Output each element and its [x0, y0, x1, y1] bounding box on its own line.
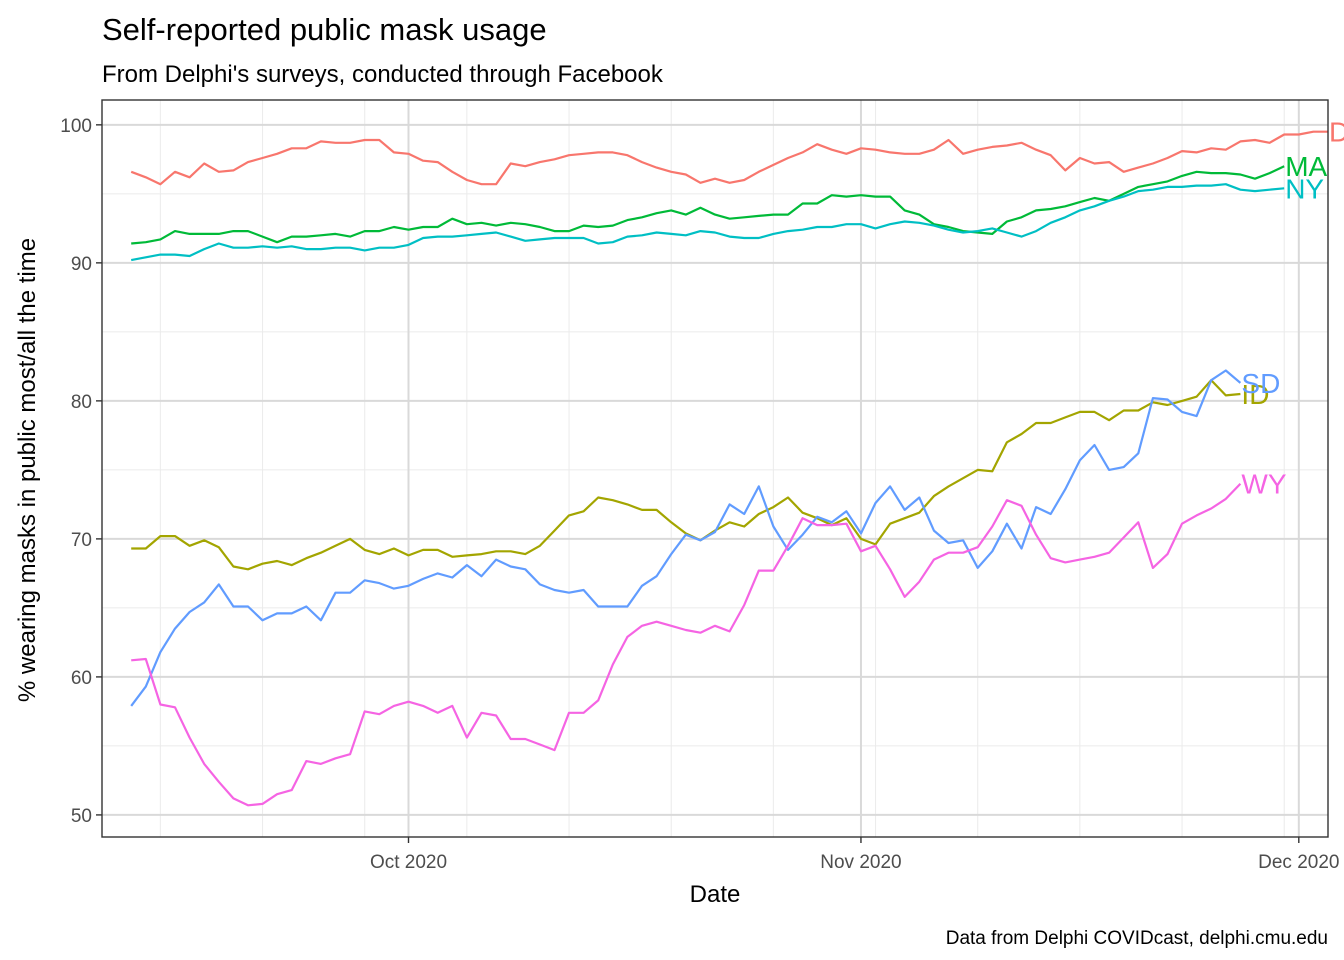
series-lines [130, 130, 1328, 807]
y-tick-label: 60 [71, 668, 92, 689]
panel-border [101, 99, 1329, 838]
y-tick-label: 70 [71, 530, 92, 551]
chart-subtitle: From Delphi's surveys, conducted through… [102, 61, 664, 88]
series-label-dc: DC [1329, 117, 1344, 148]
series-label-id: ID [1241, 379, 1269, 410]
series-line-ny [130, 183, 1285, 262]
series-line-wy [131, 482, 1242, 807]
panel-background [102, 100, 1328, 837]
y-axis-title: % wearing masks in public most/all the t… [14, 238, 41, 702]
y-tick-label: 50 [71, 806, 92, 827]
grid-major [102, 100, 1328, 837]
series-line-ma [131, 165, 1285, 245]
series-label-wy: WY [1241, 469, 1286, 500]
x-tick-label: Nov 2020 [820, 852, 901, 873]
y-axis: 50 60 70 80 90 100 [60, 116, 102, 827]
series-line-dc [130, 130, 1328, 186]
series-line-sd [130, 369, 1242, 707]
chart-caption: Data from Delphi COVIDcast, delphi.cmu.e… [946, 928, 1328, 949]
x-tick-label: Dec 2020 [1258, 852, 1339, 873]
chart-title: Self-reported public mask usage [102, 12, 547, 47]
x-tick-label: Oct 2020 [370, 852, 447, 873]
series-label-ma: MA [1285, 151, 1327, 182]
series-label-sd: SD [1241, 368, 1280, 399]
y-tick-label: 80 [71, 392, 92, 413]
grid-minor [102, 100, 1328, 837]
x-axis: Oct 2020 Nov 2020 Dec 2020 [370, 837, 1339, 873]
y-tick-label: 100 [60, 116, 92, 137]
y-tick-label: 90 [71, 254, 92, 275]
series-label-ny: NY [1285, 173, 1324, 204]
x-axis-title: Date [690, 881, 741, 908]
series-line-id [131, 379, 1241, 571]
